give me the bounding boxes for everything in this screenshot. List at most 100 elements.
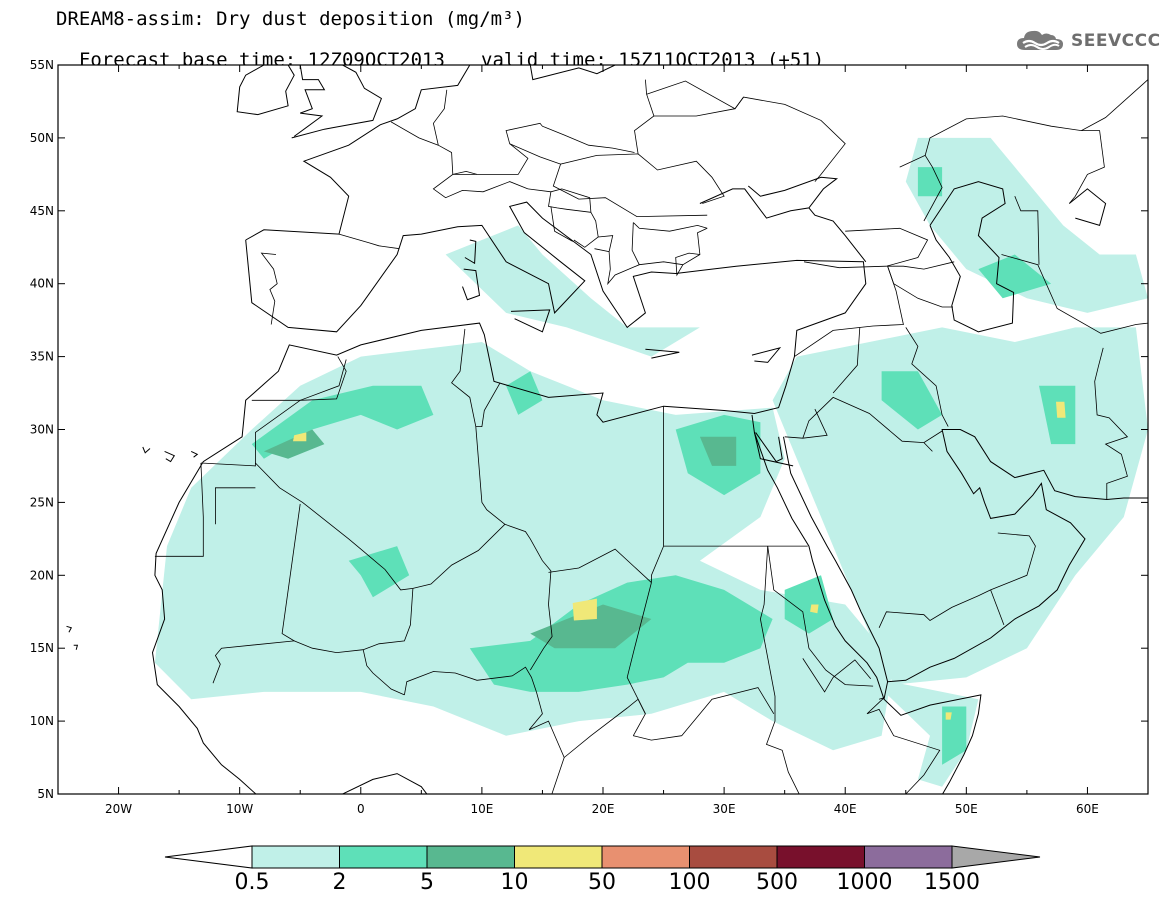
country-border [803,227,929,269]
colorbar-swatch [339,845,428,869]
lat-label: 10N [30,714,54,728]
colorbar-label: 1500 [924,870,980,895]
country-border [794,266,904,357]
country-border [1068,130,1105,204]
coastline [293,65,326,137]
dust-area-level-2 [263,429,325,459]
coastline [1068,188,1107,227]
country-border [923,155,943,222]
colorbar-swatch [864,845,953,869]
lat-label: 25N [30,495,54,509]
colorbar-swatch [601,845,690,869]
country-border [646,80,846,182]
dust-area-level-1 [251,385,434,459]
country-border [294,588,414,654]
lat-label: 55N [30,58,54,72]
country-border [899,79,1148,168]
coastline [929,181,1015,333]
dust-area-level-1 [978,254,1052,299]
country-border [550,206,573,242]
coastline [464,239,477,265]
seevccc-logo: SEEVCCC [1015,26,1161,56]
country-border [594,235,614,253]
country-border [548,191,591,213]
country-border [633,687,775,741]
colorbar-label: 10 [500,870,529,895]
colorbar-label: 50 [588,870,616,895]
colorbar-label: 1000 [836,870,893,895]
colorbar-swatch [251,845,340,869]
dust-area-level-1 [881,371,943,430]
lon-label: 40E [834,802,857,816]
country-border [260,252,278,325]
lat-label: 15N [30,641,54,655]
country-border [404,666,537,695]
dust-area-level-3 [810,604,819,614]
country-border [887,261,955,284]
coastline [291,65,383,139]
country-border [866,697,941,794]
country-border [1001,254,1148,334]
dust-area-level-0 [905,137,1148,313]
country-border [505,122,635,165]
dust-area-level-1 [506,371,543,415]
colorbar-label: 2 [332,870,347,895]
map-title: DREAM8-assim: Dry dust deposition (mg/m³… [56,8,525,30]
country-border [1014,196,1040,265]
dust-area-level-3 [1056,401,1066,418]
dust-area-level-1 [942,706,967,765]
coastline [510,309,551,333]
country-border [653,96,744,117]
country-border [504,523,553,671]
lat-label: 5N [37,787,54,801]
lat-label: 50N [30,131,54,145]
country-border [784,408,828,439]
coastline [753,432,885,700]
country-border [548,548,652,583]
coastline [751,414,794,467]
axis-ticks: 55N 50N 45N 40N 35N 30N 25N 20N 15N 10N 5N 20W 10W 0 1… [30,58,1149,816]
dust-area-level-3 [945,712,952,720]
lat-label: 45N [30,204,54,218]
country-border [759,546,800,794]
country-border [338,233,400,250]
coastline [66,625,73,633]
dust-area-level-3 [293,432,307,442]
country-border [212,503,301,684]
dust-area-level-1 [917,167,943,197]
country-border [200,359,347,467]
logo-text: SEEVCCC [1071,31,1161,51]
lon-label: 30E [713,802,736,816]
coastline [808,207,867,263]
colorbar-swatch [689,845,778,869]
colorbar-label: 5 [420,870,434,895]
country-border [214,487,256,525]
colorbar-high-extend [951,845,1041,869]
coastline [645,348,680,359]
colorbar [164,845,1041,869]
cloud-icon [1017,30,1063,50]
country-border [626,582,652,736]
dust-area-level-2 [530,604,652,649]
country-border [631,222,640,265]
colorbar-low-extend [164,845,253,869]
country-border [362,649,405,696]
dust-area-level-0 [445,225,700,357]
country-border [832,327,861,394]
country-border [563,698,646,758]
lon-label: 0 [357,802,365,816]
colorbar-label: 500 [756,870,798,895]
lon-label: 50E [955,802,978,816]
country-border [1094,347,1129,500]
country-border [552,153,725,218]
country-border [432,89,448,146]
country-border [832,659,872,680]
lat-label: 40N [30,277,54,291]
coastline [699,176,839,219]
border-layer [154,79,1148,794]
country-border [452,170,478,175]
colorbar-label: 0.5 [234,870,270,895]
country-border [432,143,529,199]
dust-area-level-3 [572,598,597,621]
country-border [651,406,664,583]
